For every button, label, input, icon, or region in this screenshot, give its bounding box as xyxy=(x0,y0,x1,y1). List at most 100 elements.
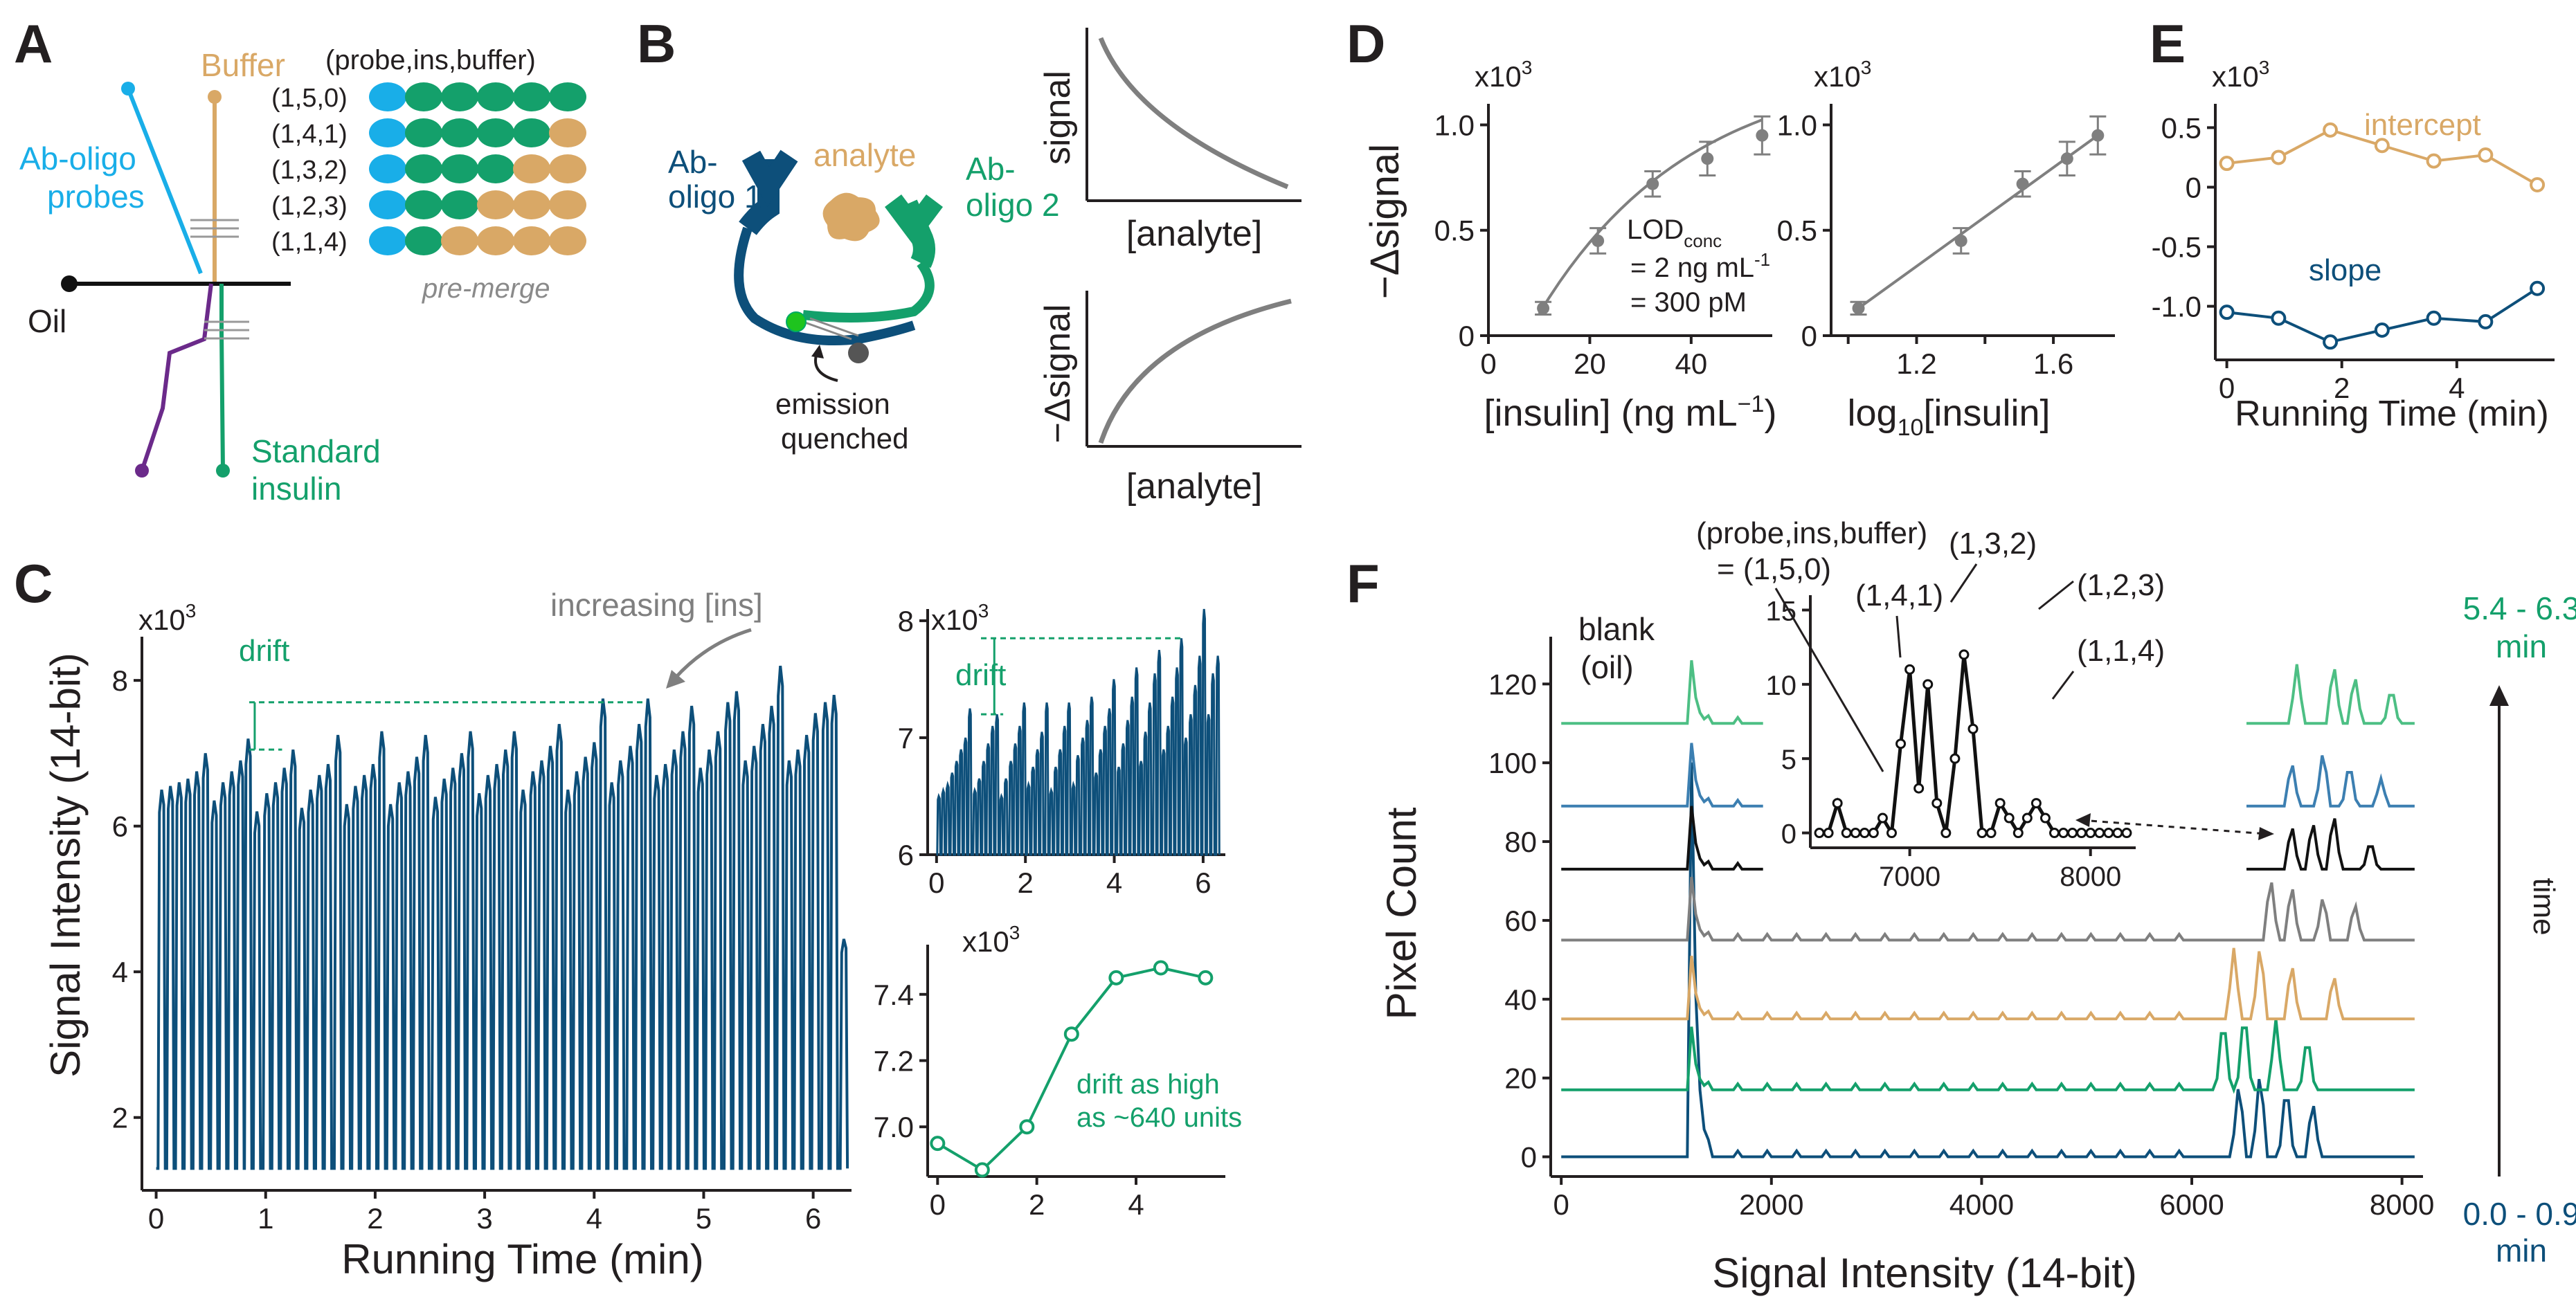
standard-label-1: Standard xyxy=(251,433,381,469)
f-inset-ytick-label: 10 xyxy=(1766,671,1797,701)
premerge-droplet xyxy=(549,118,586,147)
premerge-droplet xyxy=(369,82,406,111)
f-blank-label-1: blank xyxy=(1578,611,1655,647)
premerge-droplet xyxy=(405,154,442,183)
probes-label-1: Ab-oligo xyxy=(19,140,136,176)
c-increasing-arrowhead xyxy=(666,670,685,689)
premerge-droplet xyxy=(549,82,586,111)
f-trace-3 xyxy=(1561,876,2415,942)
purple-outlet xyxy=(135,464,149,478)
f-trace-5-right xyxy=(2246,755,2415,808)
d-left-xtick-label: 0 xyxy=(1480,347,1496,380)
probes-label-2: probes xyxy=(47,179,145,215)
f-inset-label-114: (1,1,4) xyxy=(2077,634,2165,668)
premerge-droplet xyxy=(513,226,550,255)
ab1-label-1: Ab- xyxy=(668,144,718,180)
premerge-row-label: (1,4,1) xyxy=(271,120,348,149)
panel-f: F Pixel Count Signal Intensity (14-bit) … xyxy=(1346,516,2576,1296)
f-ytick-label: 40 xyxy=(1504,983,1537,1016)
f-ytick-label: 80 xyxy=(1504,826,1537,858)
premerge-droplet xyxy=(441,154,478,183)
d-right-point xyxy=(2016,177,2029,190)
f-inset-point xyxy=(2021,812,2033,824)
premerge-row-label: (1,1,4) xyxy=(271,228,348,257)
analyte-label: analyte xyxy=(813,137,916,173)
f-inset-point xyxy=(2085,828,2096,839)
f-inset-header-1: (probe,ins,buffer) xyxy=(1696,516,1927,550)
c-main-xtick-label: 0 xyxy=(148,1202,164,1235)
oil-inlet xyxy=(61,275,78,292)
premerge-droplet xyxy=(513,82,550,111)
e-point-slope xyxy=(2530,280,2546,296)
c-inset-bot-ytick-label: 7.4 xyxy=(874,979,914,1011)
f-inset-background xyxy=(1769,581,2150,893)
d-lod-line2: = 300 pM xyxy=(1630,287,1747,318)
c-inset-bot-point xyxy=(1153,960,1169,976)
f-inset-point xyxy=(1886,828,1897,839)
c-xlabel: Running Time (min) xyxy=(341,1236,704,1282)
e-xtick-label: 4 xyxy=(2449,372,2465,404)
f-xtick-label: 0 xyxy=(1553,1188,1569,1221)
f-inset-point xyxy=(2067,828,2078,839)
f-inset-point xyxy=(2049,828,2060,839)
f-inset-point xyxy=(1931,798,1943,809)
buffer-inlet xyxy=(208,90,222,104)
f-inset-point xyxy=(1985,828,1997,839)
d-left-point xyxy=(1756,129,1769,142)
panel-c: C x103 Signal Intensity (14-bit) Running… xyxy=(14,553,1242,1282)
d-left-xlabel: [insulin] (ng mL−1) xyxy=(1484,391,1777,434)
f-ytick-label: 0 xyxy=(1521,1141,1537,1174)
f-ytick-label: 60 xyxy=(1504,905,1537,937)
premerge-droplet xyxy=(477,82,514,111)
f-inset-point xyxy=(1949,753,1961,764)
premerge-droplet xyxy=(405,190,442,219)
f-ytick-label: 120 xyxy=(1488,668,1537,700)
f-inset-point xyxy=(1814,828,1825,839)
c-increasing-arrow xyxy=(674,628,752,680)
f-inset-point xyxy=(2121,828,2132,839)
probe-inlet xyxy=(121,82,135,96)
f-inset-point xyxy=(1940,828,1952,839)
premerge-droplet xyxy=(405,226,442,255)
f-xtick-label: 4000 xyxy=(1949,1188,2014,1221)
c-inset-bottom-chart: 0 2 4 7.0 7.2 7.4 xyxy=(874,945,1225,1221)
premerge-droplet xyxy=(477,118,514,147)
premerge-droplet xyxy=(513,118,550,147)
c-inset-bot-point xyxy=(1063,1026,1079,1042)
f-trace-2 xyxy=(1561,947,2415,1021)
f-inset-label-123: (1,2,3) xyxy=(2077,568,2165,602)
f-time-word: time xyxy=(2527,878,2561,935)
e-point-slope xyxy=(2219,305,2235,320)
d-left-point xyxy=(1646,177,1659,190)
c-inset-top-xtick-label: 4 xyxy=(1106,866,1122,899)
f-trace-1 xyxy=(1561,1019,2415,1094)
f-inset-point xyxy=(2094,828,2105,839)
f-inset-ytick-label: 15 xyxy=(1766,596,1797,626)
b-bot-xlabel: [analyte] xyxy=(1126,466,1263,507)
emission-label-1: emission xyxy=(775,388,890,420)
e-point-intercept xyxy=(2478,147,2494,163)
d-left-point xyxy=(1537,302,1550,315)
c-main-ytick-label: 8 xyxy=(112,664,128,697)
f-blank-label-2: (oil) xyxy=(1580,649,1634,685)
c-inset-bot-ytick-label: 7.2 xyxy=(874,1045,914,1078)
f-time-bot-2: min xyxy=(2496,1233,2547,1269)
e-ytick-label: 0 xyxy=(2186,171,2201,203)
c-inset-top-xtick-label: 2 xyxy=(1018,866,1034,899)
f-inset-point xyxy=(2003,812,2015,824)
premerge-droplet xyxy=(369,226,406,255)
f-inset-point xyxy=(1832,798,1843,809)
c-main-chart: 0 1 2 3 4 5 6 2 4 6 8 xyxy=(112,637,852,1235)
f-inset-point xyxy=(1913,783,1925,794)
c-drift-label: drift xyxy=(239,634,289,668)
premerge-row-label: (1,3,2) xyxy=(271,156,348,185)
d-left-xtick-label: 40 xyxy=(1675,347,1707,380)
c-inset-bot-point xyxy=(1019,1119,1035,1135)
purple-channel xyxy=(140,283,213,471)
c-multiplier: x103 xyxy=(138,600,196,636)
c-inset-top-xtick-label: 0 xyxy=(928,866,944,899)
f-inset-point xyxy=(2112,828,2123,839)
e-intercept-label: intercept xyxy=(2364,108,2481,142)
f-inset-point xyxy=(1976,828,1988,839)
premerge-droplet xyxy=(405,118,442,147)
